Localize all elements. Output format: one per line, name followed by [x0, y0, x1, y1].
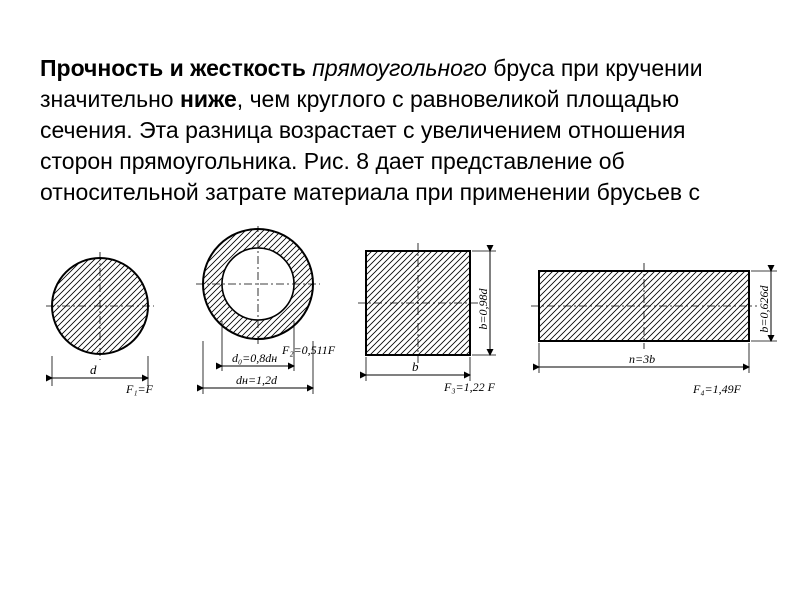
- body-paragraph: Прочность и жесткость прямоугольного бру…: [40, 53, 760, 208]
- label-f1: F₁=F: [125, 382, 154, 396]
- label-d: d: [90, 362, 97, 377]
- panel-solid-circle: d F₁=F: [30, 246, 170, 416]
- label-f2: F₂=0,511F: [281, 343, 336, 357]
- panel-rect: b=0,626d n=3b F₄=1,49F: [529, 241, 800, 416]
- label-d0: d₀=0,8dн: [232, 351, 277, 365]
- label-rect-n: n=3b: [629, 352, 655, 366]
- text-bold-2: ниже: [180, 86, 237, 112]
- label-f4: F₄=1,49F: [692, 382, 742, 396]
- panel-square: b=0,98d b F₃=1,22 F: [346, 241, 521, 416]
- text-italic-1: прямоугольного: [306, 55, 487, 81]
- panel-ring: F₂=0,511F d₀=0,8dн dн=1,2d: [178, 226, 338, 416]
- label-dH: dн=1,2d: [236, 373, 278, 387]
- figure-row: d F₁=F: [30, 226, 760, 416]
- label-square-b: b: [412, 359, 419, 374]
- text-bold-1: Прочность и жесткость: [40, 55, 306, 81]
- label-square-h: b=0,98d: [476, 288, 490, 330]
- label-f3: F₃=1,22 F: [443, 380, 496, 394]
- label-rect-h: b=0,626d: [757, 285, 771, 333]
